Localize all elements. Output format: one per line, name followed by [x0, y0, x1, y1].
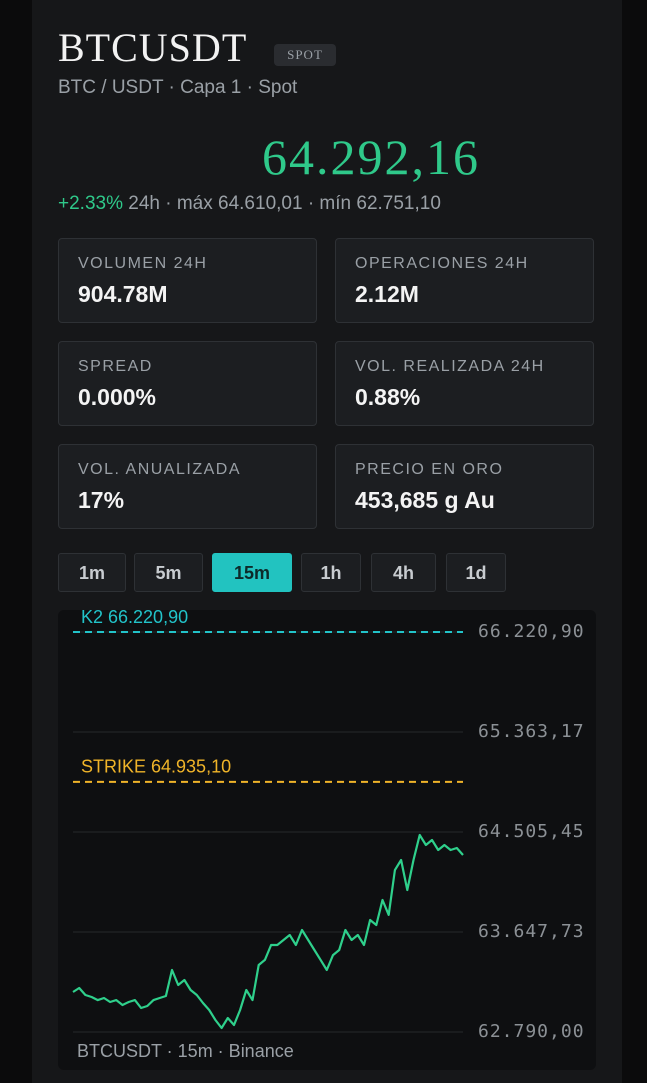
timeframe-button[interactable]: 5m	[134, 553, 203, 592]
badge: SPOT	[274, 44, 336, 66]
stat-card: SPREAD 0.000%	[58, 341, 317, 426]
stat-label: SPREAD	[78, 358, 153, 375]
chart-background	[58, 610, 596, 1070]
stat-value: 2.12M	[355, 281, 419, 307]
title: BTCUSDT	[58, 25, 248, 70]
range: 24h · máx 64.610,01 · mín 62.751,10	[128, 193, 441, 214]
change: +2.33%	[58, 193, 123, 214]
stat-card: VOL. ANUALIZADA 17%	[58, 444, 317, 529]
y-tick-label: 65.363,17	[478, 721, 585, 742]
reference-label: STRIKE 64.935,10	[81, 757, 231, 777]
stat-value: 17%	[78, 487, 125, 513]
stat-label: VOL. ANUALIZADA	[78, 461, 241, 478]
stat-label: VOLUMEN 24H	[78, 255, 208, 272]
stat-label: VOL. REALIZADA 24H	[355, 358, 545, 375]
stat-value: 0.88%	[355, 384, 421, 410]
reference-label: K2 66.220,90	[81, 610, 188, 627]
price-line	[72, 833, 464, 1030]
stat-value: 453,685 g Au	[355, 487, 495, 513]
stat-card: PRECIO EN ORO 453,685 g Au	[335, 444, 594, 529]
timeframe-button[interactable]: 15m	[212, 553, 292, 592]
stat-card: VOL. REALIZADA 24H 0.88%	[335, 341, 594, 426]
price: 64.292,16	[262, 129, 480, 185]
stat-card: OPERACIONES 24H 2.12M	[335, 238, 594, 323]
stat-value: 904.78M	[78, 281, 168, 307]
y-tick-label: 63.647,73	[478, 921, 585, 942]
change-row: +2.33% 24h · máx 64.610,01 · mín 62.751,…	[58, 193, 441, 215]
timeframe-button[interactable]: 4h	[371, 553, 436, 592]
subtitle: BTC / USDT · Capa 1 · Spot	[58, 77, 298, 98]
stat-label: PRECIO EN ORO	[355, 461, 504, 478]
stat-label: OPERACIONES 24H	[355, 255, 529, 272]
stat-value: 0.000%	[78, 384, 157, 410]
timeframe-button[interactable]: 1m	[58, 553, 126, 592]
chart: 62.790,00 63.647,73 64.505,45 65.363,17 66.2…	[58, 610, 596, 1070]
timeframe-button[interactable]: 1h	[301, 553, 361, 592]
y-tick-label: 64.505,45	[478, 821, 585, 842]
y-tick-label: 66.220,90	[478, 621, 585, 642]
y-tick-label: 62.790,00	[478, 1021, 585, 1042]
timeframe-button[interactable]: 1d	[446, 553, 506, 592]
stat-card: VOLUMEN 24H 904.78M	[58, 238, 317, 323]
chart-footer: BTCUSDT · 15m · Binance	[77, 1041, 294, 1061]
